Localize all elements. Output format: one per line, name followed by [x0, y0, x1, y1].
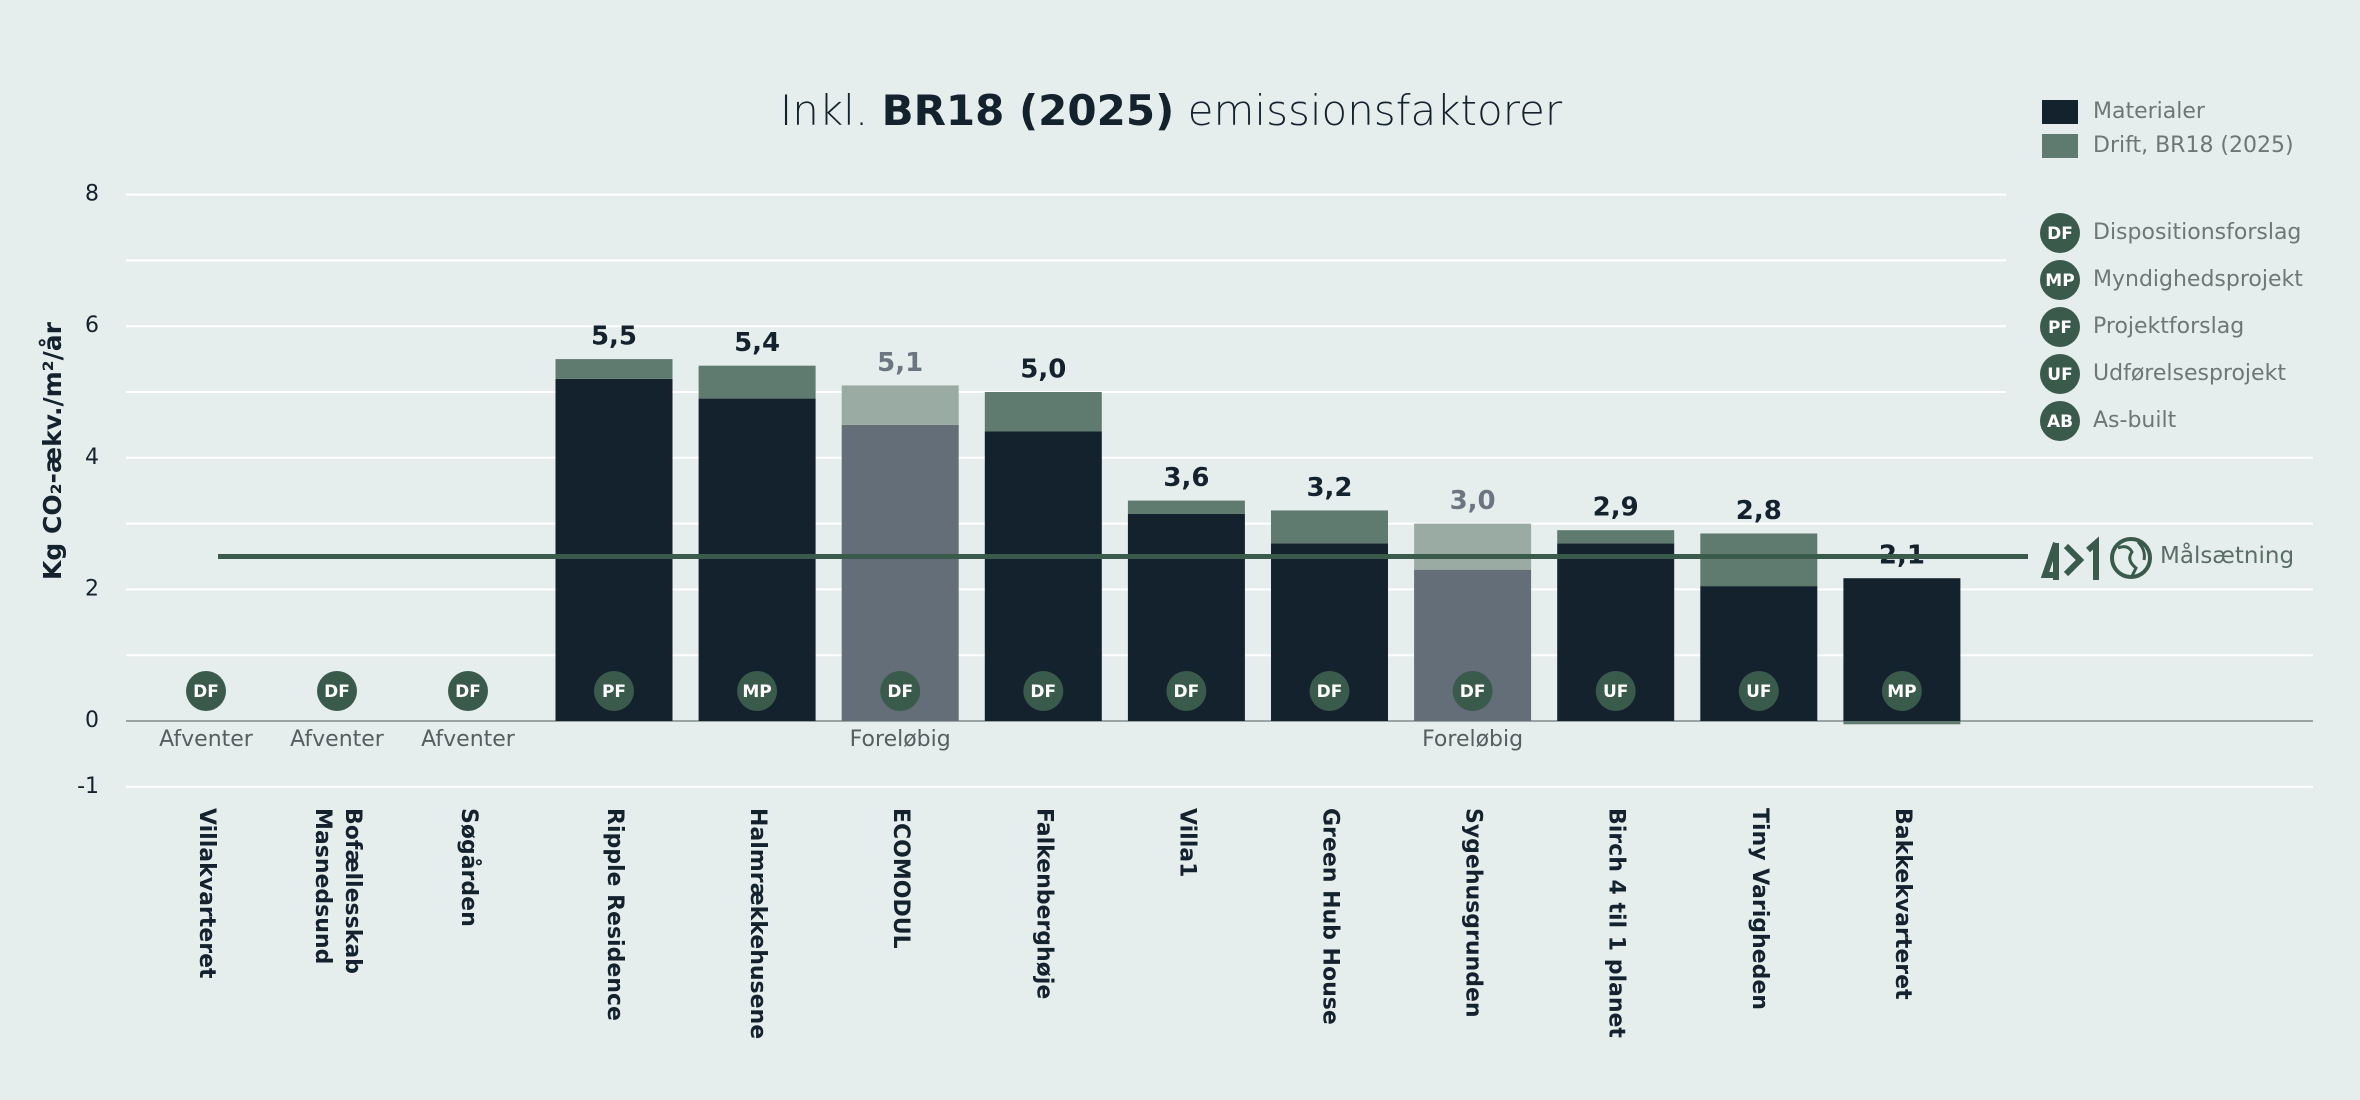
phase-badge-label: DF	[193, 682, 219, 702]
status-label: Afventer	[159, 727, 254, 752]
phase-badge	[1309, 671, 1350, 711]
total-label: 5,5	[591, 322, 637, 352]
bar-segment	[1271, 510, 1388, 544]
legend-badge	[2040, 213, 2080, 253]
legend-badge	[2040, 307, 2080, 347]
x-tick-label: Søgården	[456, 808, 482, 927]
bar-segment	[1127, 500, 1245, 514]
y-tick-label: 8	[85, 182, 99, 207]
bar-segment	[555, 378, 673, 721]
title-part: emissionsfaktorer	[1188, 86, 1563, 135]
legend-badge	[2040, 354, 2080, 394]
status-label: Afventer	[421, 727, 516, 752]
legend-swatch	[2042, 100, 2078, 124]
x-tick-label: Villakvarteret	[194, 808, 219, 979]
phase-badge	[737, 671, 778, 711]
bar-segment	[1414, 523, 1532, 570]
phase-badge	[1023, 671, 1064, 711]
phase-badge-label: DF	[1460, 682, 1486, 702]
phase-badge-label: PF	[602, 682, 626, 702]
bar-segment	[984, 392, 1102, 432]
total-label: 5,1	[877, 348, 923, 378]
phase-badge	[448, 671, 488, 711]
chart-title: Inkl. BR18 (2025) emissionsfaktorer	[780, 86, 1563, 135]
total-label: 5,0	[1020, 355, 1066, 385]
title-part: BR18 (2025)	[882, 86, 1175, 135]
x-tick-label: Villa1	[1174, 808, 1199, 877]
bar-segment	[698, 398, 816, 721]
status-label: Afventer	[290, 727, 385, 752]
y-tick-label: 6	[85, 313, 99, 338]
x-tick-label: Ripple Residence	[602, 808, 627, 1021]
title-part: Inkl.	[780, 86, 868, 135]
legend-label: Myndighedsprojekt	[2093, 267, 2303, 292]
phase-badge-label: UF	[1746, 682, 1771, 702]
legend-label: Materialer	[2093, 99, 2206, 124]
y-tick-label: 0	[85, 708, 99, 733]
phase-badge-label: MP	[1887, 682, 1916, 702]
legend-label: Dispositionsforslag	[2093, 220, 2301, 245]
phase-badge-label: DF	[324, 682, 350, 702]
bar-segment	[1557, 530, 1675, 544]
legend-label: Projektforslag	[2093, 314, 2244, 339]
x-tick-label: Bakkekvarteret	[1890, 808, 1915, 1000]
x-tick-label: Bofællesskab	[340, 808, 365, 974]
legend-swatch	[2042, 134, 2078, 158]
phase-badge-label: DF	[1174, 682, 1200, 702]
total-label: 2,8	[1736, 496, 1782, 526]
legend-badge-label: MP	[2045, 271, 2074, 291]
phase-badge	[1738, 671, 1779, 711]
legend-label: As-built	[2093, 408, 2177, 433]
legend-badge-label: PF	[2048, 318, 2072, 338]
phase-badge	[317, 671, 357, 711]
phase-badge-label: DF	[455, 682, 481, 702]
x-tick-label: Green Hub House	[1318, 808, 1343, 1025]
x-tick-label: ECOMODUL	[888, 808, 913, 949]
phase-badge	[1452, 671, 1493, 711]
bar-segment	[555, 359, 673, 379]
x-tick-label: Tiny Varigheden	[1747, 808, 1772, 1010]
phase-badge-label: DF	[887, 682, 913, 702]
legend-label: Drift, BR18 (2025)	[2093, 133, 2294, 158]
phase-badge	[594, 671, 634, 711]
legend-badge	[2040, 401, 2080, 441]
total-label: 2,9	[1593, 493, 1639, 523]
bar-segment	[1700, 533, 1818, 587]
phase-badge	[1595, 671, 1636, 711]
legend-label: Udførelsesprojekt	[2093, 361, 2286, 386]
x-tick-label: Falkenberghøje	[1031, 808, 1056, 999]
y-tick-label: 2	[85, 576, 99, 601]
bar-segment	[841, 385, 959, 425]
status-label: Foreløbig	[850, 727, 951, 752]
x-tick-label: Halmrækkehusene	[745, 808, 770, 1039]
legend-badge-label: AB	[2047, 412, 2073, 432]
target-label: Målsætning	[2160, 541, 2294, 569]
legend-badge	[2040, 260, 2080, 300]
phase-badge	[186, 671, 226, 711]
x-tick-label: Sygehusgrunden	[1461, 808, 1486, 1018]
phase-badge	[1881, 671, 1922, 711]
phase-badge-label: MP	[742, 682, 771, 702]
bar-segment	[698, 365, 816, 399]
total-label: 3,6	[1163, 463, 1209, 493]
phase-badge-label: DF	[1317, 682, 1343, 702]
x-tick-label: Masnedsund	[310, 808, 335, 964]
y-tick-label: 4	[85, 445, 99, 470]
x-tick-label: Birch 4 til 1 planet	[1604, 808, 1629, 1038]
total-label: 5,4	[734, 328, 780, 358]
legend-badge-label: UF	[2047, 365, 2072, 385]
target-logo	[2040, 536, 2152, 580]
phase-badge-label: UF	[1603, 682, 1628, 702]
phase-badge	[1166, 671, 1207, 711]
total-label: 3,2	[1306, 473, 1352, 503]
phase-badge-label: DF	[1030, 682, 1056, 702]
y-tick-label: -1	[77, 774, 99, 799]
total-label: 3,0	[1450, 486, 1496, 516]
phase-badge	[880, 671, 921, 711]
bar-segment	[1843, 721, 1961, 725]
y-axis-label: Kg CO₂-ækv./m²/år	[38, 321, 67, 580]
status-label: Foreløbig	[1422, 727, 1523, 752]
legend-badge-label: DF	[2047, 224, 2073, 244]
